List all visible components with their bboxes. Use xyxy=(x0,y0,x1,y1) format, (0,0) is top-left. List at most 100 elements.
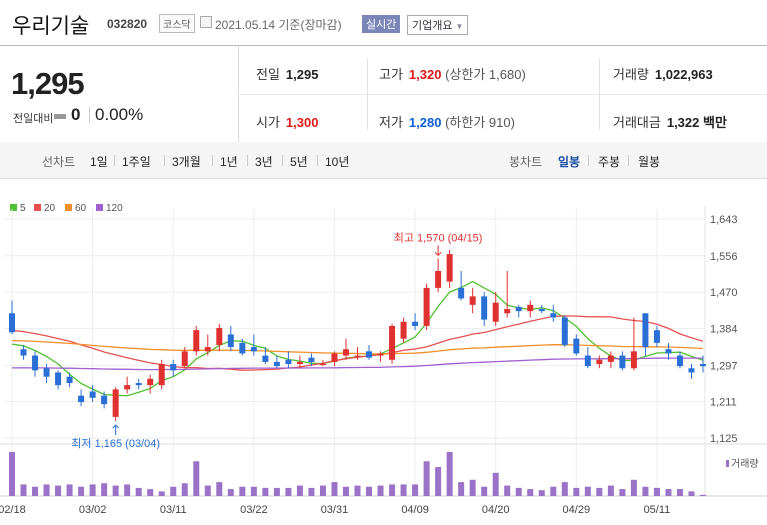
candle-body xyxy=(89,391,96,398)
volume-bar xyxy=(550,486,557,496)
candle-body xyxy=(158,364,165,386)
candle-body xyxy=(262,355,269,362)
realtime-button[interactable]: 실시간 xyxy=(362,15,401,33)
candle-body xyxy=(469,296,476,305)
candle-body xyxy=(43,368,50,377)
market-badge: 코스닥 xyxy=(159,14,195,33)
volume-bars: 거래량 xyxy=(9,452,759,496)
volume-bar xyxy=(676,489,683,496)
candle-body xyxy=(308,357,315,362)
candle-body xyxy=(412,321,419,326)
line-chart-label: 선차트 xyxy=(42,155,76,169)
volume-bar xyxy=(124,484,131,496)
candle-body xyxy=(676,355,683,367)
volume-bar xyxy=(20,484,27,496)
candle-body xyxy=(653,330,660,343)
x-tick-label: 05/11 xyxy=(644,504,671,516)
volume-bar xyxy=(423,461,430,496)
divider xyxy=(212,155,213,166)
x-tick-label: 02/18 xyxy=(0,504,26,516)
volume-bar xyxy=(446,452,453,496)
tab-1d[interactable]: 1일 xyxy=(90,155,108,169)
tab-3m[interactable]: 3개월 xyxy=(172,155,201,169)
x-tick-label: 04/09 xyxy=(401,504,429,516)
moving-averages xyxy=(11,280,704,397)
tab-monthly[interactable]: 월봉 xyxy=(638,155,661,169)
tab-5y[interactable]: 5년 xyxy=(290,155,308,169)
tab-1y[interactable]: 1년 xyxy=(220,155,238,169)
volume-bar xyxy=(308,487,315,496)
candle-body xyxy=(527,304,534,312)
annotations: 최고 1,570 (04/15) 최저 1,165 (03/04) xyxy=(71,231,482,450)
current-price-box: 1,295 전일대비 0 0.00% xyxy=(0,46,239,142)
candle-body xyxy=(20,349,27,356)
y-tick-label: 1,470 xyxy=(710,287,738,299)
divider xyxy=(164,155,165,166)
tab-10y[interactable]: 10년 xyxy=(325,155,350,169)
divider xyxy=(317,155,318,166)
volume-bar xyxy=(561,482,568,496)
candle-body xyxy=(193,330,200,352)
lower-limit: (하한가 910) xyxy=(445,115,515,130)
volume-bar xyxy=(296,485,303,496)
candle-body xyxy=(366,351,373,358)
candle-body xyxy=(515,306,522,312)
candle-body xyxy=(700,364,706,367)
max-price-label: 최고 1,570 (04/15) xyxy=(394,231,483,244)
tab-daily[interactable]: 일봉 xyxy=(558,155,581,169)
volume-bar xyxy=(78,486,85,496)
volume-bar xyxy=(181,483,188,496)
volume-label: 거래량 xyxy=(613,67,649,82)
candle-body xyxy=(78,395,85,403)
open-price: 시가 1,300 xyxy=(256,112,318,131)
tab-1w[interactable]: 1주일 xyxy=(122,155,151,169)
amount-label: 거래대금 xyxy=(613,115,661,130)
chevron-down-icon: ▼ xyxy=(455,22,464,31)
volume-bar xyxy=(66,484,73,496)
candle-body xyxy=(170,364,177,371)
divider xyxy=(89,107,90,123)
tab-3y[interactable]: 3년 xyxy=(255,155,273,169)
current-price: 1,295 xyxy=(11,66,85,101)
volume-bar xyxy=(435,467,442,496)
volume-bar xyxy=(458,482,465,496)
upper-limit: (상한가 1,680) xyxy=(445,67,526,82)
volume-bar xyxy=(158,491,165,496)
divider xyxy=(628,155,629,166)
legend-swatch xyxy=(96,204,103,211)
candle-body xyxy=(423,287,430,326)
volume-bar xyxy=(342,486,349,496)
y-tick-label: 1,556 xyxy=(710,251,738,263)
candle-body xyxy=(665,349,672,354)
candle-body xyxy=(584,355,591,367)
candle-body xyxy=(181,351,188,367)
candle-body xyxy=(619,355,626,369)
volume-bar xyxy=(619,489,626,496)
volume-bar xyxy=(216,482,223,496)
volume-bar xyxy=(469,479,476,496)
chart-grid xyxy=(0,205,767,497)
high-price: 고가 1,320 (상한가 1,680) xyxy=(379,64,526,83)
stock-header: 우리기술 032820 코스닥 2021.05.14 기준(장마감) 실시간 기… xyxy=(0,0,767,44)
volume-bar xyxy=(112,485,119,496)
high-label: 고가 xyxy=(379,67,403,82)
candle-body xyxy=(561,317,568,345)
tab-weekly[interactable]: 주봉 xyxy=(598,155,621,169)
volume-bar xyxy=(250,486,257,496)
candle-body xyxy=(688,368,695,373)
low-value: 1,280 xyxy=(408,115,442,130)
candle-body xyxy=(239,342,246,354)
company-info-dropdown[interactable]: 기업개요 ▼ xyxy=(407,15,469,35)
min-price-label: 최저 1,165 (03/04) xyxy=(71,437,160,450)
candle-body xyxy=(32,355,39,371)
candle-body xyxy=(400,321,407,339)
volume-bar xyxy=(170,486,177,496)
low-label: 저가 xyxy=(379,115,403,130)
volume-bar xyxy=(389,484,396,496)
change-percent: 0.00% xyxy=(95,105,144,124)
volume-bar xyxy=(492,472,499,496)
volume-bar xyxy=(55,485,62,496)
volume-value: 1,022,963 xyxy=(654,67,713,82)
volume-bar xyxy=(412,484,419,496)
divider xyxy=(282,155,283,166)
